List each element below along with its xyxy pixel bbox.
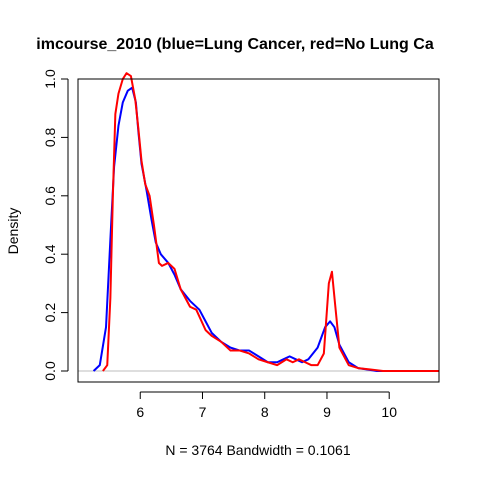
- x-tick-label: 8: [261, 404, 269, 420]
- x-tick-label: 6: [136, 404, 144, 420]
- x-axis-label: N = 3764 Bandwidth = 0.1061: [165, 442, 350, 458]
- x-tick-label: 10: [381, 404, 397, 420]
- y-tick-label: 0.0: [42, 361, 58, 381]
- y-tick-label: 0.4: [42, 244, 58, 264]
- x-axis: 6 7 8 9 10: [136, 392, 397, 420]
- y-tick-label: 0.2: [42, 303, 58, 323]
- series-layer: [94, 73, 439, 371]
- x-tick-label: 9: [323, 404, 331, 420]
- chart-title: imcourse_2010 (blue=Lung Cancer, red=No …: [36, 36, 434, 53]
- y-axis-label: Density: [5, 208, 21, 255]
- y-axis: 0.0 0.2 0.4 0.6 0.8 1.0: [42, 69, 68, 381]
- plot-frame: [78, 79, 439, 382]
- series-line-0: [94, 88, 439, 371]
- y-tick-label: 0.6: [42, 186, 58, 206]
- series-line-1: [103, 73, 439, 371]
- y-tick-label: 1.0: [42, 69, 58, 89]
- x-tick-label: 7: [199, 404, 207, 420]
- y-tick-label: 0.8: [42, 127, 58, 147]
